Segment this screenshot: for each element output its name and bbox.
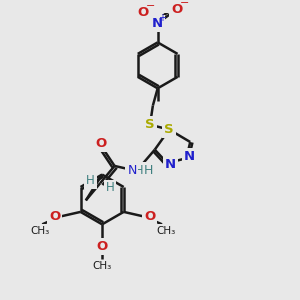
Text: N: N xyxy=(128,164,136,177)
Text: N: N xyxy=(164,158,176,172)
Text: O: O xyxy=(97,240,108,253)
Text: +: + xyxy=(158,14,166,23)
Text: −: − xyxy=(146,1,156,11)
Text: NH: NH xyxy=(127,164,144,177)
Text: CH₃: CH₃ xyxy=(156,226,176,236)
Text: CH₃: CH₃ xyxy=(31,226,50,236)
Text: N: N xyxy=(128,164,138,177)
Text: N: N xyxy=(184,150,195,163)
Text: S: S xyxy=(145,118,155,131)
Text: O: O xyxy=(144,210,155,223)
Text: O: O xyxy=(138,6,149,19)
Text: O: O xyxy=(171,3,182,16)
Text: H: H xyxy=(105,182,114,194)
Text: H: H xyxy=(143,164,153,177)
Text: −: − xyxy=(180,0,189,8)
Text: S: S xyxy=(164,123,174,136)
Text: CH₃: CH₃ xyxy=(92,262,112,272)
Text: O: O xyxy=(49,210,60,223)
Text: N: N xyxy=(152,17,163,30)
Text: H: H xyxy=(86,174,95,187)
Text: O: O xyxy=(95,137,107,150)
